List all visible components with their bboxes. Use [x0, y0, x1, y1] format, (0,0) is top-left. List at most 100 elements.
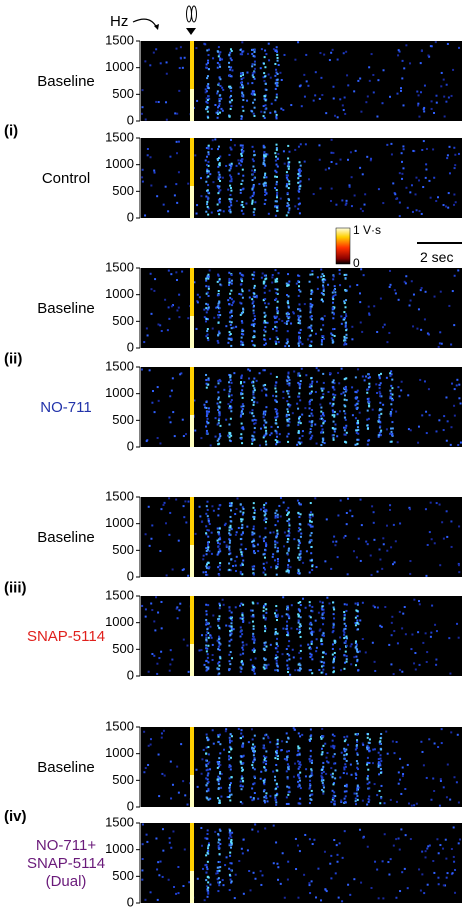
spectrogram-pixel: [207, 377, 210, 380]
spectrogram-pixel: [322, 335, 325, 338]
spectrogram-pixel: [388, 331, 391, 334]
spectrogram-pixel: [172, 304, 175, 307]
spectrogram-pixel: [332, 381, 335, 384]
spectrogram-pixel: [310, 880, 313, 883]
spectrogram-pixel: [285, 174, 288, 177]
spectrogram-pixel: [145, 833, 148, 836]
spectrogram-pixel: [316, 276, 319, 279]
spectrogram-pixel: [240, 302, 243, 305]
spectrogram-pixel: [437, 345, 440, 348]
spectrogram-pixel: [321, 318, 324, 321]
spectrogram-pixel: [321, 396, 324, 399]
spectrogram-pixel: [281, 852, 284, 855]
spectrogram-pixel: [309, 524, 312, 527]
spectrogram-pixel: [298, 628, 301, 631]
spectrogram-pixel: [394, 193, 397, 196]
spectrogram-pixel: [255, 294, 258, 297]
spectrogram-pixel: [321, 441, 324, 444]
spectrogram-pixel: [435, 101, 438, 104]
spectrogram-pixel: [247, 741, 250, 744]
spectrogram-pixel: [287, 671, 290, 674]
spectrogram-pixel: [262, 416, 265, 419]
spectrogram-pixel: [171, 658, 174, 661]
spectrogram-pixel: [297, 615, 300, 618]
spectrogram-pixel: [376, 115, 379, 118]
spectrogram-pixel: [286, 408, 289, 411]
spectrogram-pixel: [288, 421, 291, 424]
spectrogram-pixel: [356, 442, 359, 445]
spectrogram-pixel: [309, 616, 312, 619]
spectrogram-pixel: [418, 115, 421, 118]
spectrogram-pixel: [253, 63, 256, 66]
spectrogram-pixel: [310, 623, 313, 626]
spectrogram-pixel: [276, 560, 279, 563]
spectrogram-pixel: [321, 335, 324, 338]
spectrogram-pixel: [432, 859, 435, 862]
spectrogram-pixel: [428, 179, 431, 182]
spectrogram-pixel: [274, 159, 277, 162]
spectrogram-pixel: [349, 151, 352, 154]
spectrogram-pixel: [241, 389, 244, 392]
spectrogram-pixel: [381, 102, 384, 105]
spectrogram-pixel: [206, 330, 209, 333]
spectrogram-pixel: [253, 565, 256, 568]
spectrogram-pixel: [215, 306, 218, 309]
spectrogram-pixel: [217, 382, 220, 385]
spectrogram-pixel: [288, 617, 291, 620]
spectrogram-pixel: [301, 343, 304, 346]
spectrogram-pixel: [308, 403, 311, 406]
spectrogram-pixel: [345, 644, 348, 647]
spectrogram-pixel: [253, 93, 256, 96]
spectrogram-pixel: [271, 276, 274, 279]
spectrogram-pixel: [230, 410, 233, 413]
spectrogram-pixel: [253, 792, 256, 795]
spectrogram-pixel: [217, 552, 220, 555]
spectrogram-pixel: [380, 412, 383, 415]
spectrogram-pixel: [331, 339, 334, 342]
spectrogram-pixel: [221, 86, 224, 89]
spectrogram-pixel: [450, 847, 453, 850]
spectrogram-pixel: [275, 375, 278, 378]
spectrogram-pixel: [309, 656, 312, 659]
spectrogram-pixel: [332, 661, 335, 664]
spectrogram-pixel: [367, 439, 370, 442]
spectrogram-pixel: [162, 203, 165, 206]
spectrogram-pixel: [314, 71, 317, 74]
spectrogram-pixel: [241, 396, 244, 399]
spectrogram-pixel: [206, 548, 209, 551]
spectrogram-pixel: [175, 271, 178, 274]
spectrogram-pixel: [362, 836, 365, 839]
spectrogram-pixel: [275, 115, 278, 118]
spectrogram-pixel: [391, 421, 394, 424]
spectrogram-pixel: [350, 176, 353, 179]
spectrogram-pixel: [143, 730, 146, 733]
spectrogram-pixel: [389, 432, 392, 435]
spectrogram-pixel: [265, 509, 268, 512]
spectrogram-pixel: [262, 604, 265, 607]
spectrogram-pixel: [219, 58, 222, 61]
spectrogram-pixel: [253, 377, 256, 380]
spectrogram-pixel: [228, 547, 231, 550]
spectrogram-pixel: [284, 345, 287, 348]
spectrogram-pixel: [448, 145, 451, 148]
spectrogram-pixel: [375, 383, 378, 386]
spectrogram-pixel: [269, 76, 272, 79]
spectrogram-pixel: [379, 762, 382, 765]
spectrogram-pixel: [390, 412, 393, 415]
spectrogram-pixel: [328, 167, 331, 170]
spectrogram-pixel: [299, 802, 302, 805]
spectrogram-pixel: [275, 410, 278, 413]
spectrogram-pixel: [269, 531, 272, 534]
spectrogram-pixel: [417, 631, 420, 634]
spectrogram-pixel: [242, 616, 245, 619]
spectrogram-pixel: [332, 625, 335, 628]
spectrogram-pixel: [206, 77, 209, 80]
spectrogram-pixel: [322, 786, 325, 789]
spectrogram-pixel: [343, 622, 346, 625]
spectrogram-pixel: [207, 787, 210, 790]
spectrogram-pixel: [335, 203, 338, 206]
spectrogram-pixel: [225, 544, 228, 547]
spectrogram-pixel: [344, 738, 347, 741]
spectrogram-pixel: [343, 637, 346, 640]
spectrogram-pixel: [344, 203, 347, 206]
